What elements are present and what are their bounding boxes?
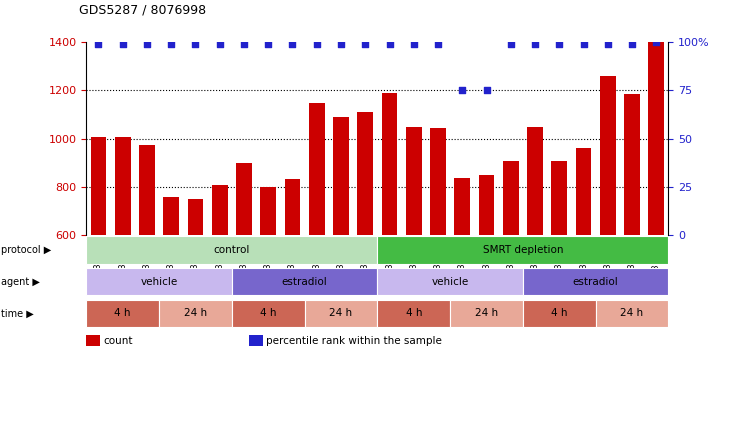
Text: agent ▶: agent ▶: [1, 277, 40, 287]
Point: [189, 41, 201, 48]
Bar: [382, 93, 397, 379]
Text: 4 h: 4 h: [260, 308, 276, 319]
Bar: [232, 300, 305, 327]
Point: [650, 39, 662, 46]
Bar: [305, 300, 378, 327]
Bar: [378, 268, 523, 295]
Bar: [357, 112, 373, 379]
Bar: [261, 187, 276, 379]
Point: [408, 41, 420, 48]
Point: [505, 41, 517, 48]
Text: 24 h: 24 h: [620, 308, 644, 319]
Bar: [527, 126, 543, 379]
Text: percentile rank within the sample: percentile rank within the sample: [266, 335, 442, 346]
Bar: [232, 268, 378, 295]
Bar: [378, 300, 450, 327]
Bar: [236, 163, 252, 379]
Text: protocol ▶: protocol ▶: [1, 245, 51, 255]
Point: [92, 41, 104, 48]
Point: [481, 87, 493, 94]
Bar: [333, 117, 349, 379]
Text: vehicle: vehicle: [432, 277, 469, 287]
Point: [384, 41, 396, 48]
Text: SMRT depletion: SMRT depletion: [483, 245, 563, 255]
Text: 4 h: 4 h: [114, 308, 131, 319]
Bar: [309, 103, 324, 379]
Bar: [478, 175, 494, 379]
Point: [311, 41, 323, 48]
Bar: [430, 128, 446, 379]
Point: [553, 41, 566, 48]
Bar: [503, 161, 519, 379]
Bar: [551, 162, 567, 379]
Point: [238, 41, 250, 48]
Text: estradiol: estradiol: [573, 277, 619, 287]
Bar: [624, 94, 640, 379]
Point: [141, 41, 153, 48]
Bar: [378, 236, 668, 264]
Point: [116, 41, 128, 48]
Text: time ▶: time ▶: [1, 308, 34, 319]
Point: [432, 41, 444, 48]
Text: GDS5287 / 8076998: GDS5287 / 8076998: [79, 4, 206, 17]
Bar: [523, 300, 596, 327]
Bar: [600, 75, 616, 379]
Text: vehicle: vehicle: [140, 277, 178, 287]
Point: [457, 87, 469, 94]
Bar: [159, 300, 232, 327]
Text: 24 h: 24 h: [475, 308, 498, 319]
Point: [602, 41, 614, 48]
Text: count: count: [103, 335, 133, 346]
Bar: [188, 199, 204, 379]
Bar: [648, 42, 664, 379]
Point: [359, 41, 371, 48]
Text: estradiol: estradiol: [282, 277, 327, 287]
Text: 4 h: 4 h: [406, 308, 422, 319]
Point: [626, 41, 638, 48]
Bar: [86, 268, 232, 295]
Point: [286, 41, 298, 48]
Text: control: control: [214, 245, 250, 255]
Bar: [523, 268, 668, 295]
Bar: [450, 300, 523, 327]
Bar: [454, 178, 470, 379]
Bar: [249, 335, 264, 346]
Point: [335, 41, 347, 48]
Bar: [86, 335, 101, 346]
Text: 24 h: 24 h: [184, 308, 207, 319]
Point: [262, 41, 274, 48]
Bar: [575, 148, 591, 379]
Bar: [596, 300, 668, 327]
Bar: [115, 137, 131, 379]
Bar: [212, 185, 228, 379]
Bar: [86, 300, 159, 327]
Point: [529, 41, 541, 48]
Point: [214, 41, 226, 48]
Text: 4 h: 4 h: [551, 308, 568, 319]
Point: [165, 41, 177, 48]
Point: [578, 41, 590, 48]
Bar: [164, 197, 179, 379]
Bar: [406, 126, 421, 379]
Text: 24 h: 24 h: [330, 308, 352, 319]
Bar: [285, 179, 300, 379]
Bar: [91, 137, 107, 379]
Bar: [86, 236, 378, 264]
Bar: [139, 145, 155, 379]
